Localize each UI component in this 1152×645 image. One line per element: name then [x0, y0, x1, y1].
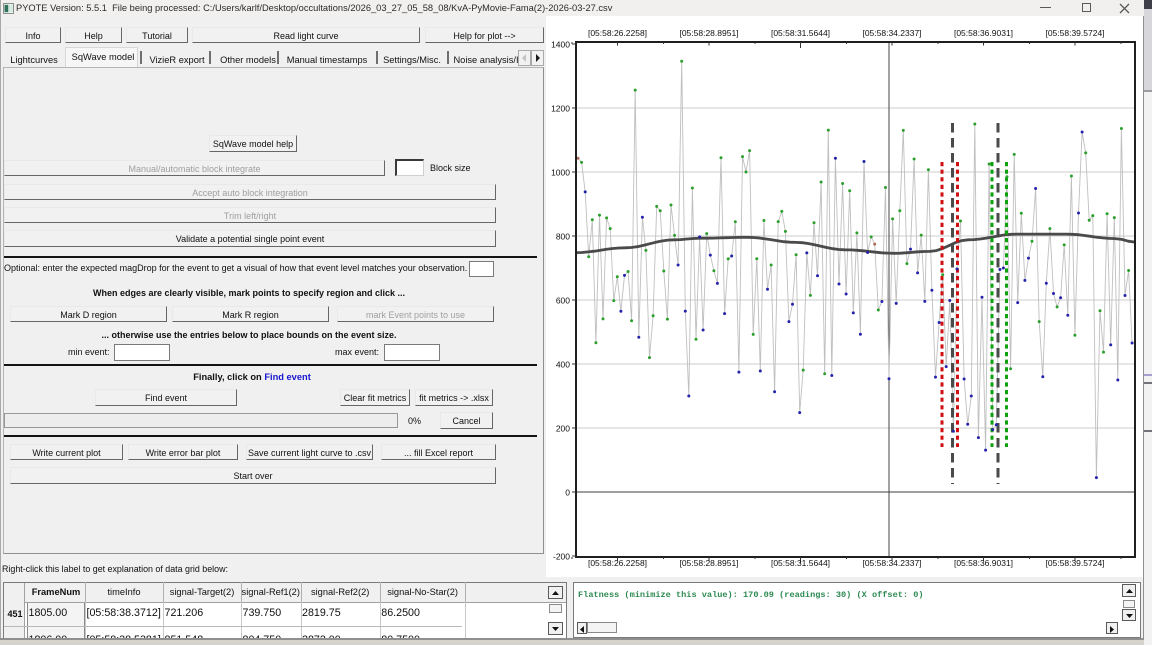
- svg-text:[05:58:34.2337]: [05:58:34.2337]: [862, 558, 921, 568]
- svg-text:1200: 1200: [551, 104, 570, 114]
- svg-text:[05:58:26.2258]: [05:58:26.2258]: [588, 28, 647, 38]
- svg-text:[05:58:36.9031]: [05:58:36.9031]: [954, 558, 1013, 568]
- svg-text:400: 400: [556, 360, 570, 370]
- svg-text:[05:58:28.8951]: [05:58:28.8951]: [679, 28, 738, 38]
- svg-text:[05:58:39.5724]: [05:58:39.5724]: [1045, 28, 1104, 38]
- svg-text:[05:58:26.2258]: [05:58:26.2258]: [588, 558, 647, 568]
- svg-text:-200: -200: [553, 552, 570, 562]
- svg-text:[05:58:36.9031]: [05:58:36.9031]: [954, 28, 1013, 38]
- svg-text:1000: 1000: [551, 168, 570, 178]
- svg-text:600: 600: [556, 296, 570, 306]
- svg-text:1400: 1400: [551, 40, 570, 50]
- svg-text:[05:58:39.5724]: [05:58:39.5724]: [1045, 558, 1104, 568]
- svg-text:[05:58:34.2337]: [05:58:34.2337]: [862, 28, 921, 38]
- svg-text:200: 200: [556, 424, 570, 434]
- svg-text:[05:58:28.8951]: [05:58:28.8951]: [679, 558, 738, 568]
- svg-text:0: 0: [565, 488, 570, 498]
- svg-text:800: 800: [556, 232, 570, 242]
- svg-text:[05:58:31.5644]: [05:58:31.5644]: [771, 28, 830, 38]
- svg-text:[05:58:31.5644]: [05:58:31.5644]: [771, 558, 830, 568]
